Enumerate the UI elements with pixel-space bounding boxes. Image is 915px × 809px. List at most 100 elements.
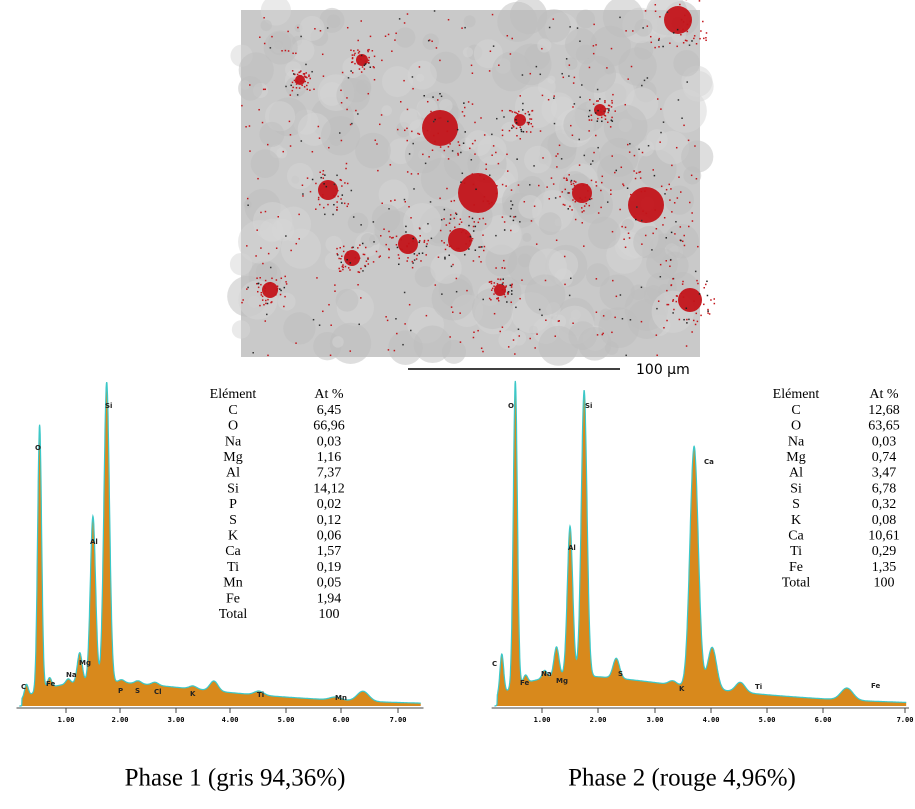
red-dot [341, 194, 344, 196]
dot [383, 228, 385, 230]
red-dot [294, 73, 296, 76]
red-dot [642, 210, 644, 212]
red-dot [299, 71, 301, 73]
dot [472, 336, 475, 339]
red-dot [496, 283, 499, 285]
red-dot [635, 218, 637, 221]
red-dot [361, 66, 364, 68]
texture [277, 292, 296, 311]
table-cell: 0,19 [317, 560, 342, 575]
red-dot [462, 229, 464, 232]
table-cell: 7,37 [317, 466, 342, 481]
red-dot [412, 237, 414, 240]
red-dot [342, 268, 344, 271]
dot [505, 185, 507, 187]
red-dot [461, 111, 464, 113]
dot [306, 177, 309, 179]
red-dot [465, 243, 467, 245]
red-dot [629, 193, 632, 196]
dot [355, 109, 357, 112]
dot [384, 35, 387, 37]
dot [602, 332, 604, 335]
texture [517, 253, 532, 268]
dot [385, 316, 387, 318]
peak-label: Na [541, 670, 552, 678]
table-cell: Mg [786, 450, 805, 465]
red-dot [708, 313, 711, 315]
red-dot [713, 298, 715, 300]
red-dot [406, 108, 409, 111]
red-dot [706, 294, 709, 297]
dot [376, 143, 378, 145]
dot [609, 126, 612, 128]
dot [570, 277, 572, 280]
red-dot [606, 107, 608, 110]
dot [497, 162, 500, 165]
red-dot [510, 229, 512, 232]
red-dot [349, 262, 352, 264]
dot [628, 151, 631, 153]
red-dot [304, 80, 307, 83]
red-dot [567, 208, 569, 210]
dot [600, 189, 602, 192]
red-dot [512, 125, 515, 128]
table-cell: Si [790, 481, 802, 496]
dot [267, 252, 270, 255]
red-dot [610, 119, 613, 122]
dot [638, 171, 640, 174]
dot [262, 88, 265, 91]
x-tick-label: 3.00 [168, 716, 185, 724]
red-dot [529, 131, 532, 133]
red-dot [398, 257, 401, 260]
dot [514, 353, 516, 355]
dot [659, 276, 662, 278]
dot [686, 81, 688, 83]
dot [495, 234, 497, 237]
dot [633, 154, 636, 157]
dot [412, 262, 414, 264]
red-dot [437, 132, 439, 135]
dot [289, 134, 292, 136]
dot [316, 277, 318, 279]
dot [450, 306, 453, 308]
dot [492, 145, 495, 147]
dot [548, 198, 551, 200]
caption: Phase 2 (rouge 4,96%) [568, 765, 796, 792]
red-dot [587, 190, 589, 192]
texture [664, 185, 694, 215]
red-dot [596, 100, 598, 102]
red-dot [682, 28, 684, 31]
red-dot [271, 277, 273, 280]
red-dot [610, 106, 613, 108]
table-cell: C [791, 403, 800, 418]
dot [687, 139, 690, 142]
dot [275, 247, 278, 249]
red-dot [707, 308, 709, 311]
dot [522, 102, 524, 105]
dot [257, 177, 259, 180]
red-dot [689, 20, 692, 23]
table-cell: S [792, 497, 800, 512]
red-dot [364, 246, 367, 249]
dot [512, 339, 515, 341]
red-dot [256, 282, 258, 285]
dot [261, 121, 264, 124]
dot [539, 130, 542, 132]
peak-label: O [508, 402, 514, 410]
red-dot [279, 288, 281, 290]
red-dot [702, 20, 704, 23]
red-dot [490, 289, 493, 291]
red-dot [358, 68, 361, 70]
red-dot [658, 46, 660, 48]
red-dot [358, 271, 361, 274]
dot [672, 278, 674, 280]
dot [642, 27, 644, 29]
red-dot [599, 108, 602, 110]
dot [685, 345, 688, 347]
dot [262, 262, 264, 265]
table-cell: 6,45 [317, 403, 342, 418]
red-dot [439, 146, 442, 148]
dot [403, 22, 406, 24]
dot [431, 40, 433, 43]
dot [327, 203, 329, 206]
